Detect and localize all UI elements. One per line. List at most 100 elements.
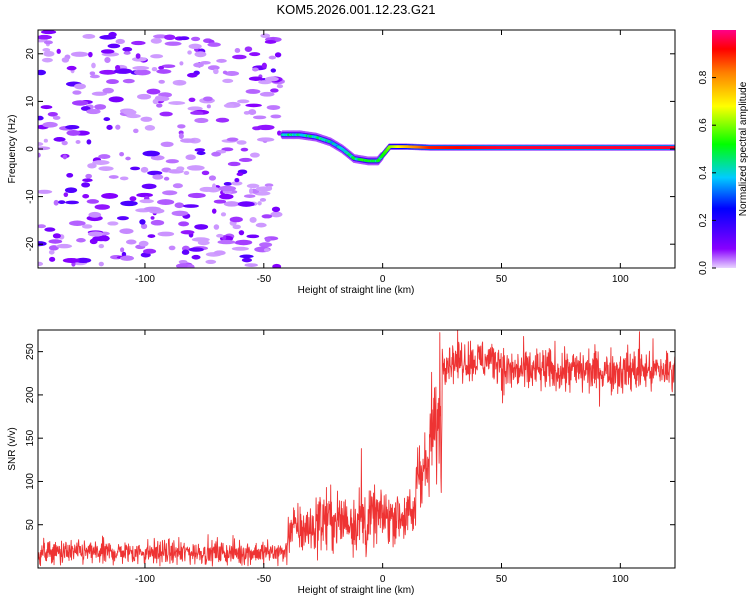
spectrogram-noise-cell bbox=[108, 175, 119, 179]
spectrogram-noise-cell bbox=[239, 254, 254, 259]
snr-y-tick-label: 200 bbox=[25, 386, 36, 403]
spectrogram-noise-cell bbox=[164, 41, 182, 46]
spectrogram-noise-cell bbox=[188, 43, 202, 50]
spectrogram-noise-cell bbox=[205, 259, 217, 264]
spectrogram-noise-cell bbox=[41, 57, 53, 63]
spectrogram-noise-cell bbox=[157, 199, 175, 205]
spectrogram-noise-cell bbox=[259, 91, 275, 97]
spectrogram-noise-cell bbox=[249, 52, 261, 57]
spectrogram-noise-cell bbox=[150, 219, 165, 226]
spectrogram-noise-cell bbox=[274, 52, 282, 58]
spectrogram-noise-cell bbox=[245, 89, 261, 94]
spectrogram-noise-cell bbox=[91, 62, 96, 69]
spectrogram-noise-cell bbox=[152, 98, 159, 105]
spectrogram-noise-cell bbox=[211, 208, 217, 214]
spectrogram-noise-cell bbox=[91, 91, 108, 96]
spectrogram-noise-cell bbox=[38, 34, 52, 40]
spectrogram-y-ticks: -20 -10 0 10 20 bbox=[25, 48, 675, 251]
snr-y-tick-label: 250 bbox=[25, 343, 36, 360]
spectrogram-noise-cell bbox=[43, 50, 55, 57]
spectrogram-noise-cell bbox=[154, 96, 170, 102]
spectrogram-noise-cell bbox=[133, 69, 151, 76]
spectrogram-noise-cell bbox=[260, 33, 271, 39]
colorbar-tick-label: 0.6 bbox=[698, 118, 709, 132]
spectrogram-noise-cell bbox=[270, 68, 277, 73]
spectrogram-noise-cell bbox=[132, 65, 150, 71]
spectrogram-noise-cell bbox=[44, 227, 56, 232]
spectrogram-noise-cell bbox=[156, 103, 163, 108]
spectrogram-noise-cell bbox=[106, 79, 119, 85]
spectrogram-noise-cell bbox=[125, 239, 137, 245]
spectrogram-noise-cell bbox=[107, 43, 121, 49]
spectrogram-noise-cell bbox=[140, 116, 153, 122]
spectrogram-noise-cell bbox=[178, 259, 188, 264]
spectrogram-noise-cell bbox=[213, 68, 219, 75]
snr-x-tick-label: 100 bbox=[612, 574, 629, 585]
spectrogram-y-tick-label: 20 bbox=[25, 48, 36, 60]
spectrogram-noise-cell bbox=[248, 109, 257, 116]
spectrogram-noise-cell bbox=[62, 258, 80, 263]
spectrogram-noise-cell bbox=[194, 51, 207, 58]
spectrogram-x-tick-label: 0 bbox=[380, 274, 386, 285]
spectrogram-noise-cell bbox=[38, 115, 44, 121]
spectrogram-noise-cell bbox=[212, 183, 217, 190]
spectrogram-noise-cell bbox=[146, 88, 161, 95]
spectrogram-x-tick-label: -100 bbox=[135, 274, 155, 285]
spectrogram-noise-cell bbox=[38, 241, 47, 247]
spectrogram-noise-cell bbox=[53, 199, 59, 206]
spectrogram-noise-cell bbox=[38, 69, 47, 76]
spectrogram-noise-cell bbox=[40, 30, 57, 35]
spectrogram-noise-cell bbox=[165, 159, 179, 164]
spectrogram-noise-cell bbox=[261, 62, 267, 69]
spectrogram-noise-cell bbox=[75, 140, 81, 145]
spectrogram-noise-cell bbox=[76, 238, 86, 243]
spectrogram-noise-cell bbox=[182, 204, 199, 208]
spectrogram-noise-cell bbox=[38, 146, 51, 151]
spectrogram-noise-cell bbox=[272, 263, 282, 268]
spectrogram-noise-cell bbox=[211, 151, 221, 157]
snr-frame bbox=[37, 329, 676, 569]
snr-y-tick-label: 100 bbox=[25, 473, 36, 490]
spectrogram-noise-cell bbox=[213, 224, 220, 230]
spectrogram-noise-cell bbox=[151, 67, 158, 72]
spectrogram-noise-cell bbox=[264, 40, 277, 44]
spectrogram-noise-cell bbox=[238, 157, 253, 163]
spectrogram-noise-cell bbox=[150, 155, 165, 161]
spectrogram-noise-cell bbox=[172, 183, 183, 189]
spectrogram-noise-cell bbox=[259, 198, 267, 202]
spectrogram-noise-cell bbox=[81, 224, 93, 229]
spectrogram-noise-cell bbox=[42, 121, 58, 128]
spectrogram-noise-cell bbox=[232, 54, 247, 60]
snr-series-line bbox=[38, 330, 675, 567]
snr-x-label: Height of straight line (km) bbox=[298, 585, 415, 596]
spectrogram-noise-cell bbox=[72, 90, 82, 95]
spectrogram-noise-cell bbox=[235, 239, 253, 246]
spectrogram-noise-cell bbox=[147, 170, 163, 176]
spectrogram-noise-cell bbox=[185, 154, 196, 161]
spectrogram-noise-cell bbox=[74, 83, 86, 90]
spectrogram-noise-cell bbox=[213, 250, 226, 256]
spectrogram-noise-cell bbox=[176, 166, 185, 172]
spectrogram-noise-cell bbox=[258, 80, 272, 85]
spectrogram-noise-cell bbox=[61, 140, 68, 146]
spectrogram-noise-cell bbox=[223, 103, 235, 108]
spectrogram-noise-cell bbox=[187, 264, 195, 268]
spectrogram-noise-cell bbox=[244, 46, 253, 52]
spectrogram-noise-cell bbox=[187, 106, 203, 111]
spectrogram-y-label: Frequency (Hz) bbox=[7, 115, 18, 184]
spectrogram-noise-cell bbox=[122, 47, 133, 52]
spectrogram-noise-cell bbox=[125, 156, 131, 161]
spectrogram-noise-cell bbox=[139, 199, 154, 204]
spectrogram-noise-cell bbox=[43, 138, 48, 143]
spectrogram-noise-cell bbox=[158, 65, 165, 70]
spectrogram-noise-cell bbox=[206, 104, 211, 109]
spectrogram-noise-cell bbox=[86, 199, 100, 204]
spectrogram-noise-cell bbox=[257, 137, 275, 142]
snr-y-label: SNR (v/v) bbox=[7, 427, 18, 470]
spectrogram-noise-cell bbox=[157, 231, 175, 237]
spectrogram-noise-cell bbox=[140, 223, 148, 230]
snr-x-tick-label: -100 bbox=[135, 574, 155, 585]
spectrogram-noise-cell bbox=[99, 69, 117, 75]
spectrogram-noise-cell bbox=[49, 256, 56, 262]
spectrogram-noise-cell bbox=[65, 200, 79, 205]
